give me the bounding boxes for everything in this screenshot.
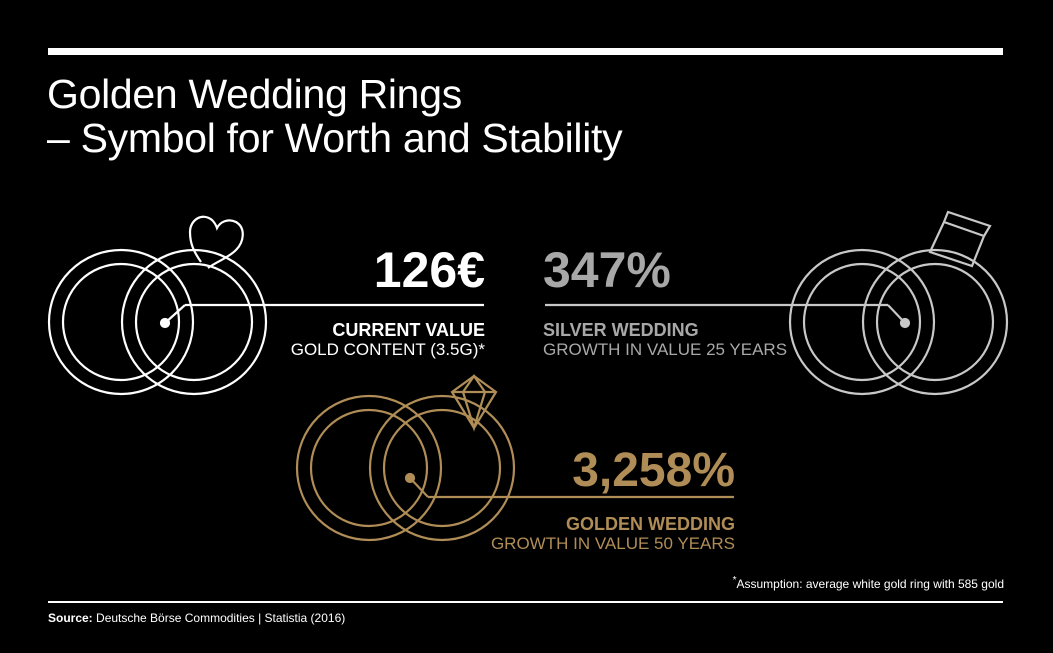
current-value: 126€ xyxy=(373,242,485,298)
silver-labels: SILVER WEDDING GROWTH IN VALUE 25 YEARS xyxy=(543,320,787,360)
footnote-text: Assumption: average white gold ring with… xyxy=(736,577,1005,591)
source-text: Deutsche Börse Commodities | Statistia (… xyxy=(92,611,346,625)
current-sublabel: GOLD CONTENT (3.5G)* xyxy=(290,340,485,359)
footnote: *Assumption: average white gold ring wit… xyxy=(733,575,1004,591)
silver-label: SILVER WEDDING xyxy=(543,320,699,340)
current-labels: CURRENT VALUE GOLD CONTENT (3.5G)* xyxy=(291,320,485,360)
footnote-mark: * xyxy=(732,575,737,586)
top-rule xyxy=(48,48,1003,55)
title-line-1: Golden Wedding Rings xyxy=(47,71,462,117)
rings-diamond-icon xyxy=(295,374,734,542)
golden-value: 3,258% xyxy=(572,444,735,497)
golden-sublabel: GROWTH IN VALUE 50 YEARS xyxy=(490,534,735,553)
source-label: Source: xyxy=(48,611,93,625)
silver-value: 347% xyxy=(543,242,671,298)
current-label: CURRENT VALUE xyxy=(332,320,485,340)
golden-label: GOLDEN WEDDING xyxy=(566,514,735,534)
golden-labels: GOLDEN WEDDING GROWTH IN VALUE 50 YEARS xyxy=(491,514,735,554)
bottom-rule xyxy=(48,601,1003,603)
rings-heart-icon xyxy=(47,215,484,396)
page-title: Golden Wedding Rings – Symbol for Worth … xyxy=(47,71,623,161)
silver-sublabel: GROWTH IN VALUE 25 YEARS xyxy=(543,340,788,359)
source-line: Source: Deutsche Börse Commodities | Sta… xyxy=(48,611,345,625)
title-line-2: – Symbol for Worth and Stability xyxy=(47,115,623,161)
rings-jewel-icon xyxy=(545,210,1009,396)
